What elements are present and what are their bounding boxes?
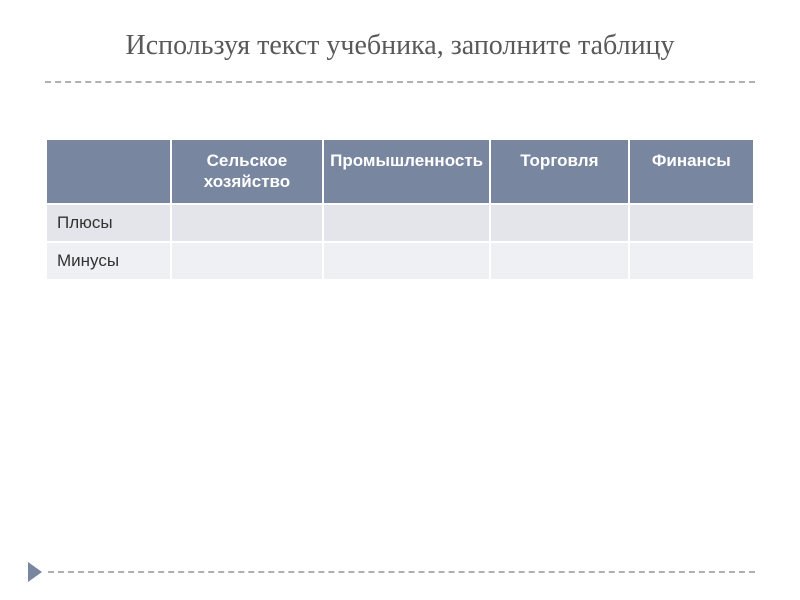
table-cell bbox=[171, 242, 323, 280]
table-header-empty bbox=[46, 139, 171, 204]
table-cell bbox=[490, 242, 629, 280]
row-label-plus: Плюсы bbox=[46, 204, 171, 242]
table-cell bbox=[629, 242, 754, 280]
table-cell bbox=[629, 204, 754, 242]
table-row: Минусы bbox=[46, 242, 754, 280]
table-cell bbox=[323, 242, 490, 280]
table-wrapper: Сельское хозяйство Промышленность Торгов… bbox=[45, 138, 755, 281]
table-cell bbox=[171, 204, 323, 242]
row-label-minus: Минусы bbox=[46, 242, 171, 280]
data-table: Сельское хозяйство Промышленность Торгов… bbox=[45, 138, 755, 281]
table-row: Плюсы bbox=[46, 204, 754, 242]
table-cell bbox=[323, 204, 490, 242]
footer-arrow-icon bbox=[28, 562, 42, 582]
slide-container: Используя текст учебника, заполните табл… bbox=[0, 0, 800, 600]
table-header-finance: Финансы bbox=[629, 139, 754, 204]
slide-title: Используя текст учебника, заполните табл… bbox=[45, 28, 755, 83]
table-header-trade: Торговля bbox=[490, 139, 629, 204]
table-header-industry: Промышленность bbox=[323, 139, 490, 204]
table-header-row: Сельское хозяйство Промышленность Торгов… bbox=[46, 139, 754, 204]
footer-dashed-line bbox=[48, 571, 755, 573]
table-header-agriculture: Сельское хозяйство bbox=[171, 139, 323, 204]
table-cell bbox=[490, 204, 629, 242]
